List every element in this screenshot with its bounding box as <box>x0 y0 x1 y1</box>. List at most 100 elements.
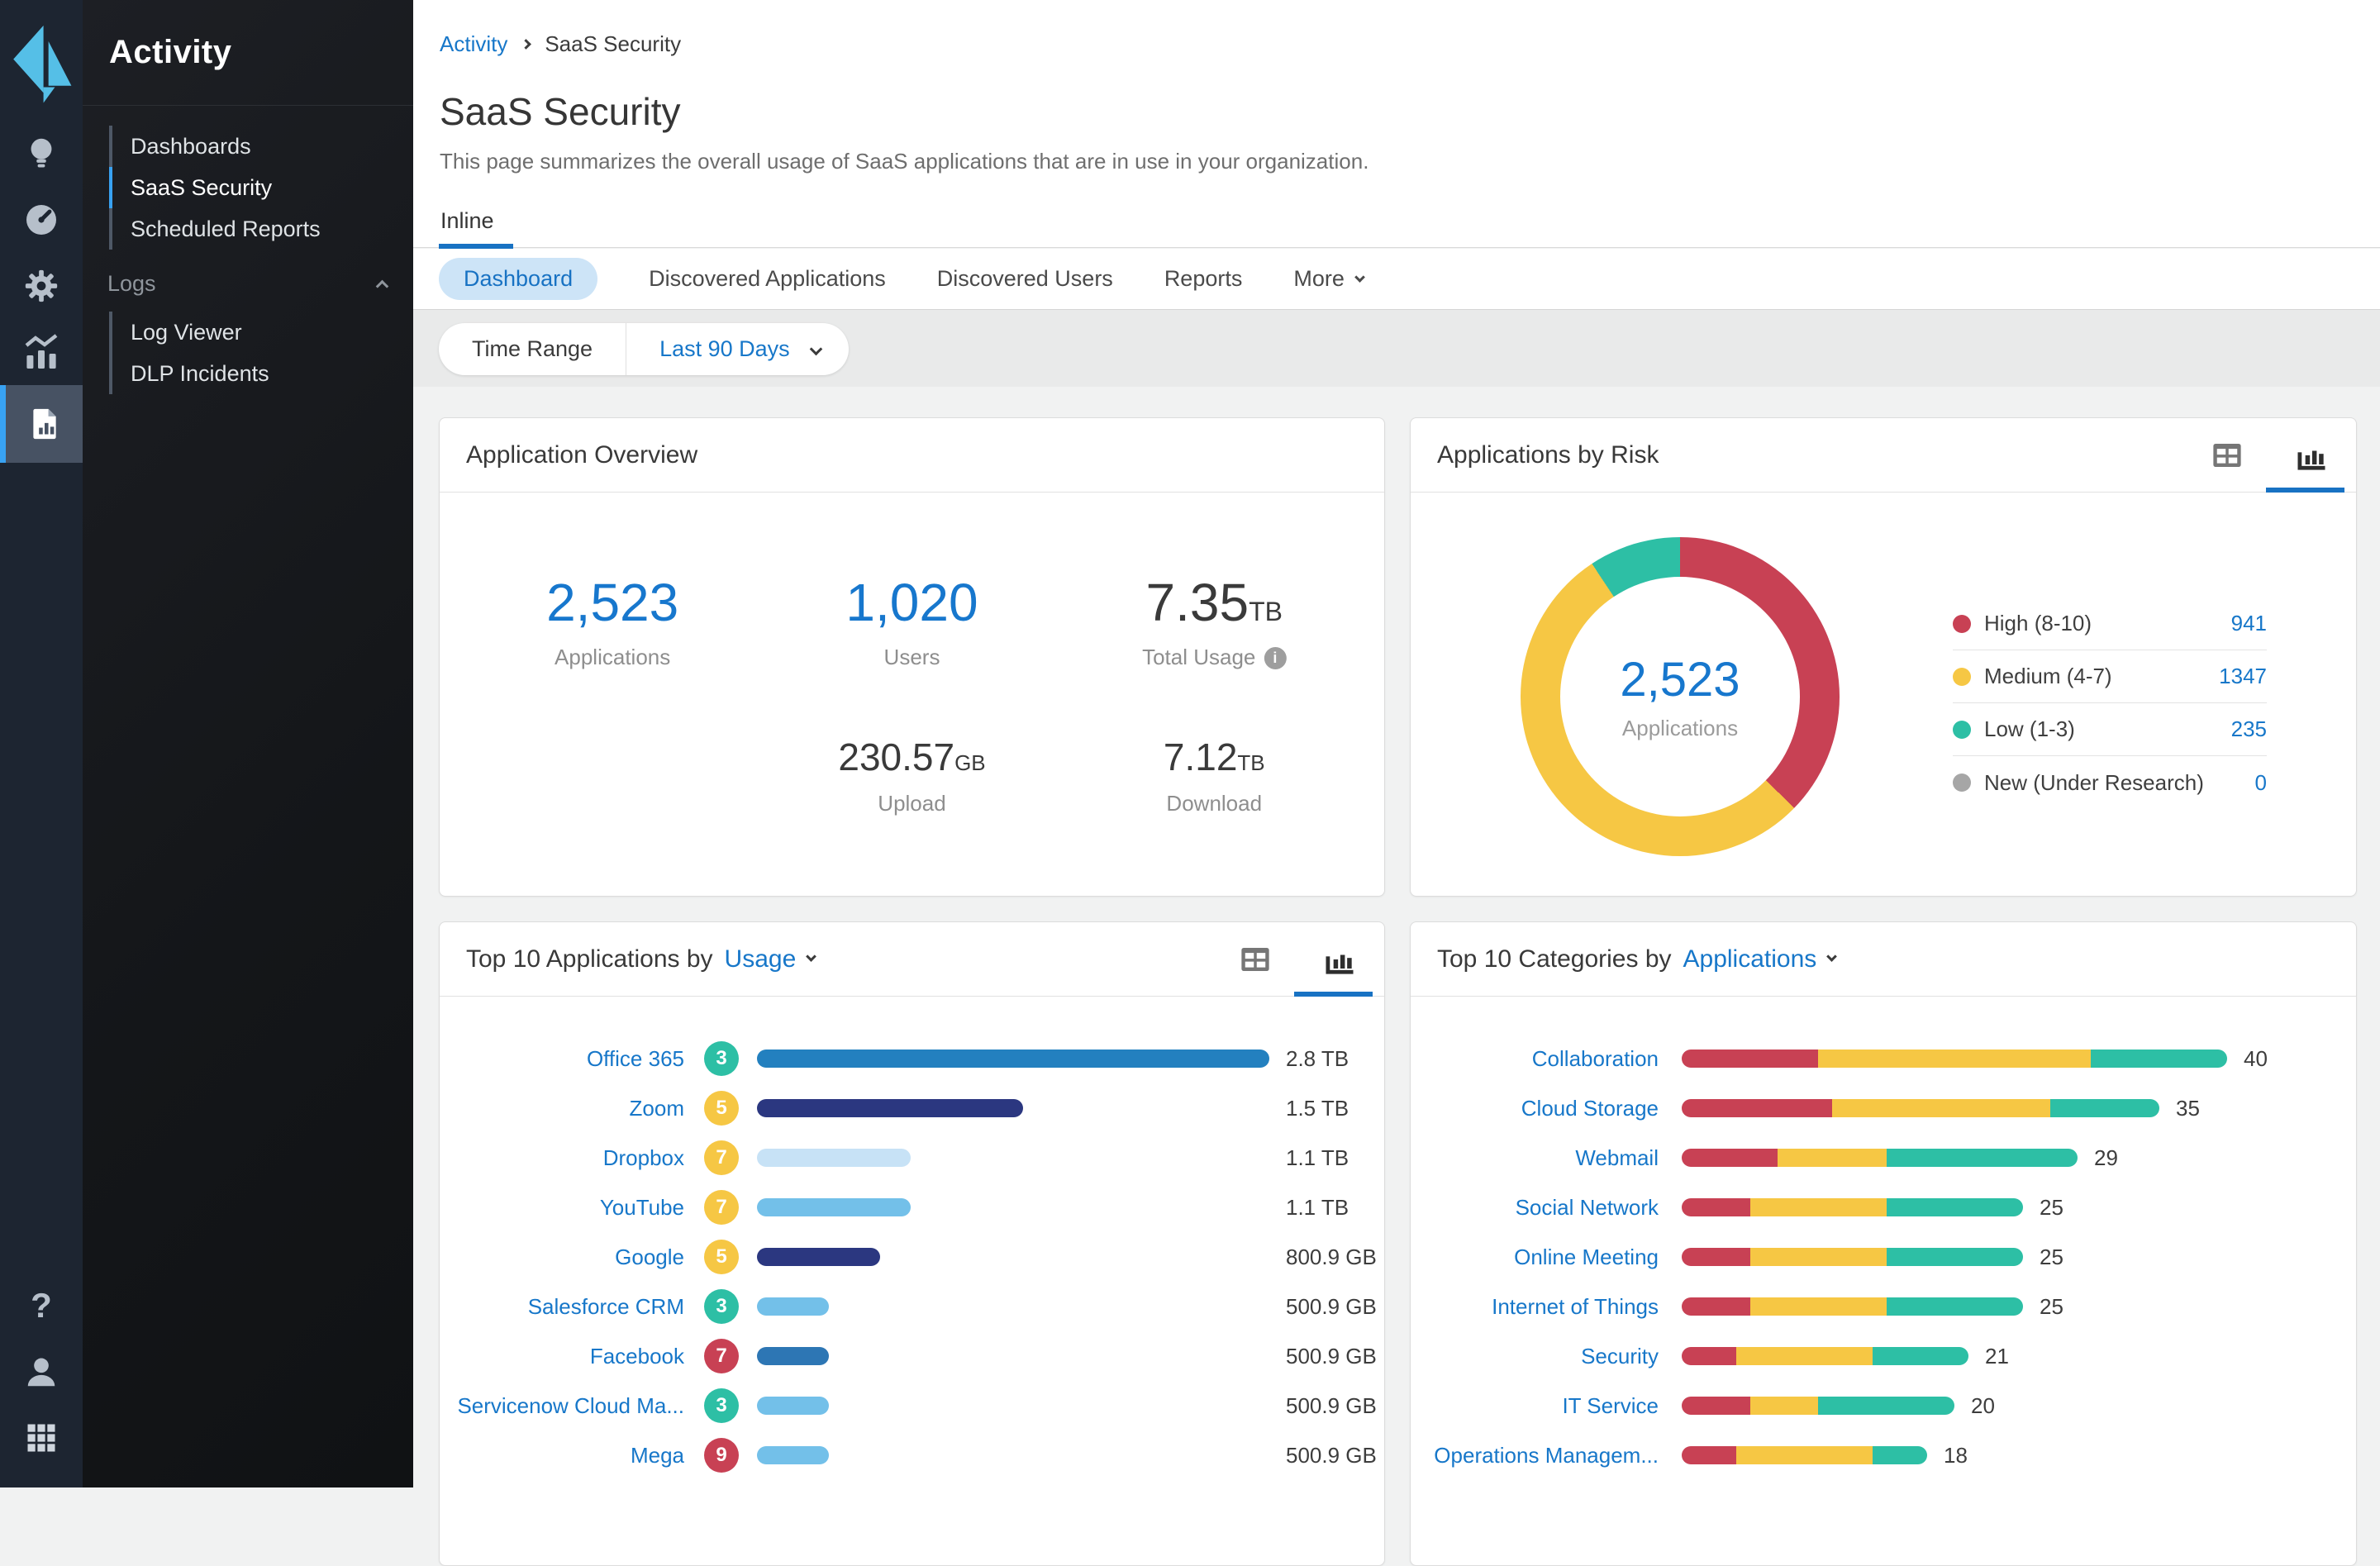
risk-donut-chart[interactable]: 2,523 Applications <box>1521 537 1840 856</box>
tab-inline[interactable]: Inline <box>440 208 494 233</box>
table-view-icon[interactable] <box>1237 941 1273 978</box>
time-range-label: Time Range <box>472 336 593 361</box>
category-link[interactable]: Social Network <box>1515 1194 1659 1220</box>
category-link[interactable]: Collaboration <box>1531 1045 1659 1071</box>
application-link[interactable]: Mega <box>630 1442 684 1468</box>
risk-stacked-bar <box>1682 1397 1954 1415</box>
legend-dot-icon <box>1953 667 1971 686</box>
top-categories-list: Collaboration 40 Cloud Storage 35 Webmail 29 S… <box>1411 997 2356 1480</box>
sidebar-section-logs[interactable]: Logs <box>107 271 389 297</box>
breadcrumb-current: SaaS Security <box>545 31 682 56</box>
segment-low <box>1818 1397 1954 1415</box>
usage-value: 500.9 GB <box>1286 1442 1377 1468</box>
segment-medium <box>1818 1050 2091 1068</box>
application-link[interactable]: Servicenow Cloud Ma... <box>457 1392 684 1418</box>
risk-score-badge: 5 <box>704 1091 739 1126</box>
legend-value[interactable]: 0 <box>2254 769 2267 795</box>
usage-bar <box>757 1397 829 1415</box>
application-row: Office 365 3 2.8 TB <box>440 1034 1384 1083</box>
legend-row[interactable]: Medium (4-7) 1347 <box>1953 650 2267 703</box>
stat-value: 2,523 <box>546 573 679 632</box>
sidebar-item-dashboards[interactable]: Dashboards <box>109 126 413 167</box>
application-link[interactable]: Dropbox <box>602 1145 684 1170</box>
application-link[interactable]: Office 365 <box>586 1045 684 1071</box>
card-header: Top 10 Categories by Applications <box>1411 922 2356 997</box>
stat-users: 1,020 Users <box>845 572 978 670</box>
time-range-value[interactable]: Last 90 Days <box>659 336 790 361</box>
sidebar-logs-label: Logs <box>107 271 156 296</box>
category-link[interactable]: Security <box>1581 1343 1659 1368</box>
category-link[interactable]: Operations Managem... <box>1434 1442 1659 1468</box>
bar-chart-view-icon[interactable] <box>1321 941 1358 978</box>
tab-more[interactable]: More <box>1293 266 1365 292</box>
category-link[interactable]: IT Service <box>1562 1392 1659 1418</box>
usage-bar <box>757 1248 880 1266</box>
insights-lightbulb-icon[interactable] <box>0 121 83 187</box>
sidebar-item-scheduled-reports[interactable]: Scheduled Reports <box>109 208 413 250</box>
tab-dashboard[interactable]: Dashboard <box>439 258 598 300</box>
legend-value[interactable]: 1347 <box>2219 664 2267 688</box>
risk-score-badge: 7 <box>704 1339 739 1373</box>
tab-discovered-users[interactable]: Discovered Users <box>936 266 1113 291</box>
info-icon[interactable]: i <box>1264 647 1287 669</box>
view-toggle <box>2209 418 2330 492</box>
usage-bar <box>757 1347 829 1365</box>
dashboard-gauge-icon[interactable] <box>0 187 83 253</box>
category-row: Online Meeting 25 <box>1411 1232 2356 1282</box>
usage-bar-track <box>757 1446 1269 1464</box>
table-view-icon[interactable] <box>2209 437 2245 474</box>
segment-high <box>1682 1099 1832 1117</box>
category-value: 29 <box>2094 1145 2118 1170</box>
activity-sidebar: Activity Dashboards SaaS Security Schedu… <box>83 0 413 1487</box>
stat-unit: GB <box>954 750 986 775</box>
segment-medium <box>1749 1198 1887 1216</box>
application-link[interactable]: Zoom <box>629 1095 684 1121</box>
legend-row[interactable]: Low (1-3) 235 <box>1953 703 2267 756</box>
legend-label: High (8-10) <box>1984 611 2092 635</box>
legend-label: Medium (4-7) <box>1984 664 2112 688</box>
main-content: Activity SaaS Security SaaS Security Thi… <box>413 0 2380 1566</box>
tab-reports[interactable]: Reports <box>1164 266 1243 291</box>
card-header: Top 10 Applications by Usage <box>440 922 1384 997</box>
bar-chart-view-icon[interactable] <box>2293 437 2330 474</box>
reports-icon[interactable] <box>0 385 83 463</box>
netskope-logo[interactable] <box>9 20 74 106</box>
tab-discovered-applications[interactable]: Discovered Applications <box>649 266 886 291</box>
breadcrumb-activity-link[interactable]: Activity <box>440 31 508 56</box>
category-value: 20 <box>1971 1392 1995 1418</box>
category-link[interactable]: Cloud Storage <box>1521 1095 1659 1121</box>
metric-selector[interactable]: Usage <box>724 945 797 973</box>
legend-label: New (Under Research) <box>1984 769 2204 795</box>
category-row: Security 21 <box>1411 1331 2356 1381</box>
usage-value: 1.1 TB <box>1286 1145 1349 1170</box>
stat-label: Download <box>1166 791 1263 816</box>
segment-low <box>1886 1149 2078 1167</box>
sidebar-item-saas-security[interactable]: SaaS Security <box>109 167 413 208</box>
time-range-control[interactable]: Time Range Last 90 Days <box>439 323 849 375</box>
apps-grid-icon[interactable] <box>0 1405 83 1471</box>
legend-value[interactable]: 235 <box>2230 716 2267 741</box>
application-link[interactable]: YouTube <box>599 1194 684 1220</box>
card-application-overview: Application Overview 2,523 Applications … <box>439 417 1385 897</box>
sidebar-primary-group: Dashboards SaaS Security Scheduled Repor… <box>109 126 413 250</box>
legend-row[interactable]: High (8-10) 941 <box>1953 597 2267 650</box>
metric-selector[interactable]: Applications <box>1683 945 1817 973</box>
sidebar-item-log-viewer[interactable]: Log Viewer <box>109 312 413 353</box>
legend-value[interactable]: 941 <box>2230 611 2267 635</box>
category-link[interactable]: Webmail <box>1575 1145 1659 1170</box>
help-icon[interactable]: ? <box>31 1286 52 1325</box>
sidebar-item-dlp-incidents[interactable]: DLP Incidents <box>109 353 413 394</box>
application-link[interactable]: Facebook <box>589 1343 684 1368</box>
application-link[interactable]: Google <box>615 1244 684 1269</box>
user-icon[interactable] <box>0 1339 83 1405</box>
legend-row[interactable]: New (Under Research) 0 <box>1953 756 2267 809</box>
chevron-down-icon <box>809 342 822 356</box>
category-link[interactable]: Online Meeting <box>1514 1244 1659 1269</box>
donut-center: 2,523 Applications <box>1560 577 1800 816</box>
usage-value: 2.8 TB <box>1286 1045 1349 1071</box>
category-link[interactable]: Internet of Things <box>1492 1293 1659 1319</box>
application-link[interactable]: Salesforce CRM <box>527 1293 684 1319</box>
analytics-chart-icon[interactable] <box>0 319 83 385</box>
segment-low <box>1873 1347 1968 1365</box>
settings-gear-icon[interactable] <box>0 253 83 319</box>
